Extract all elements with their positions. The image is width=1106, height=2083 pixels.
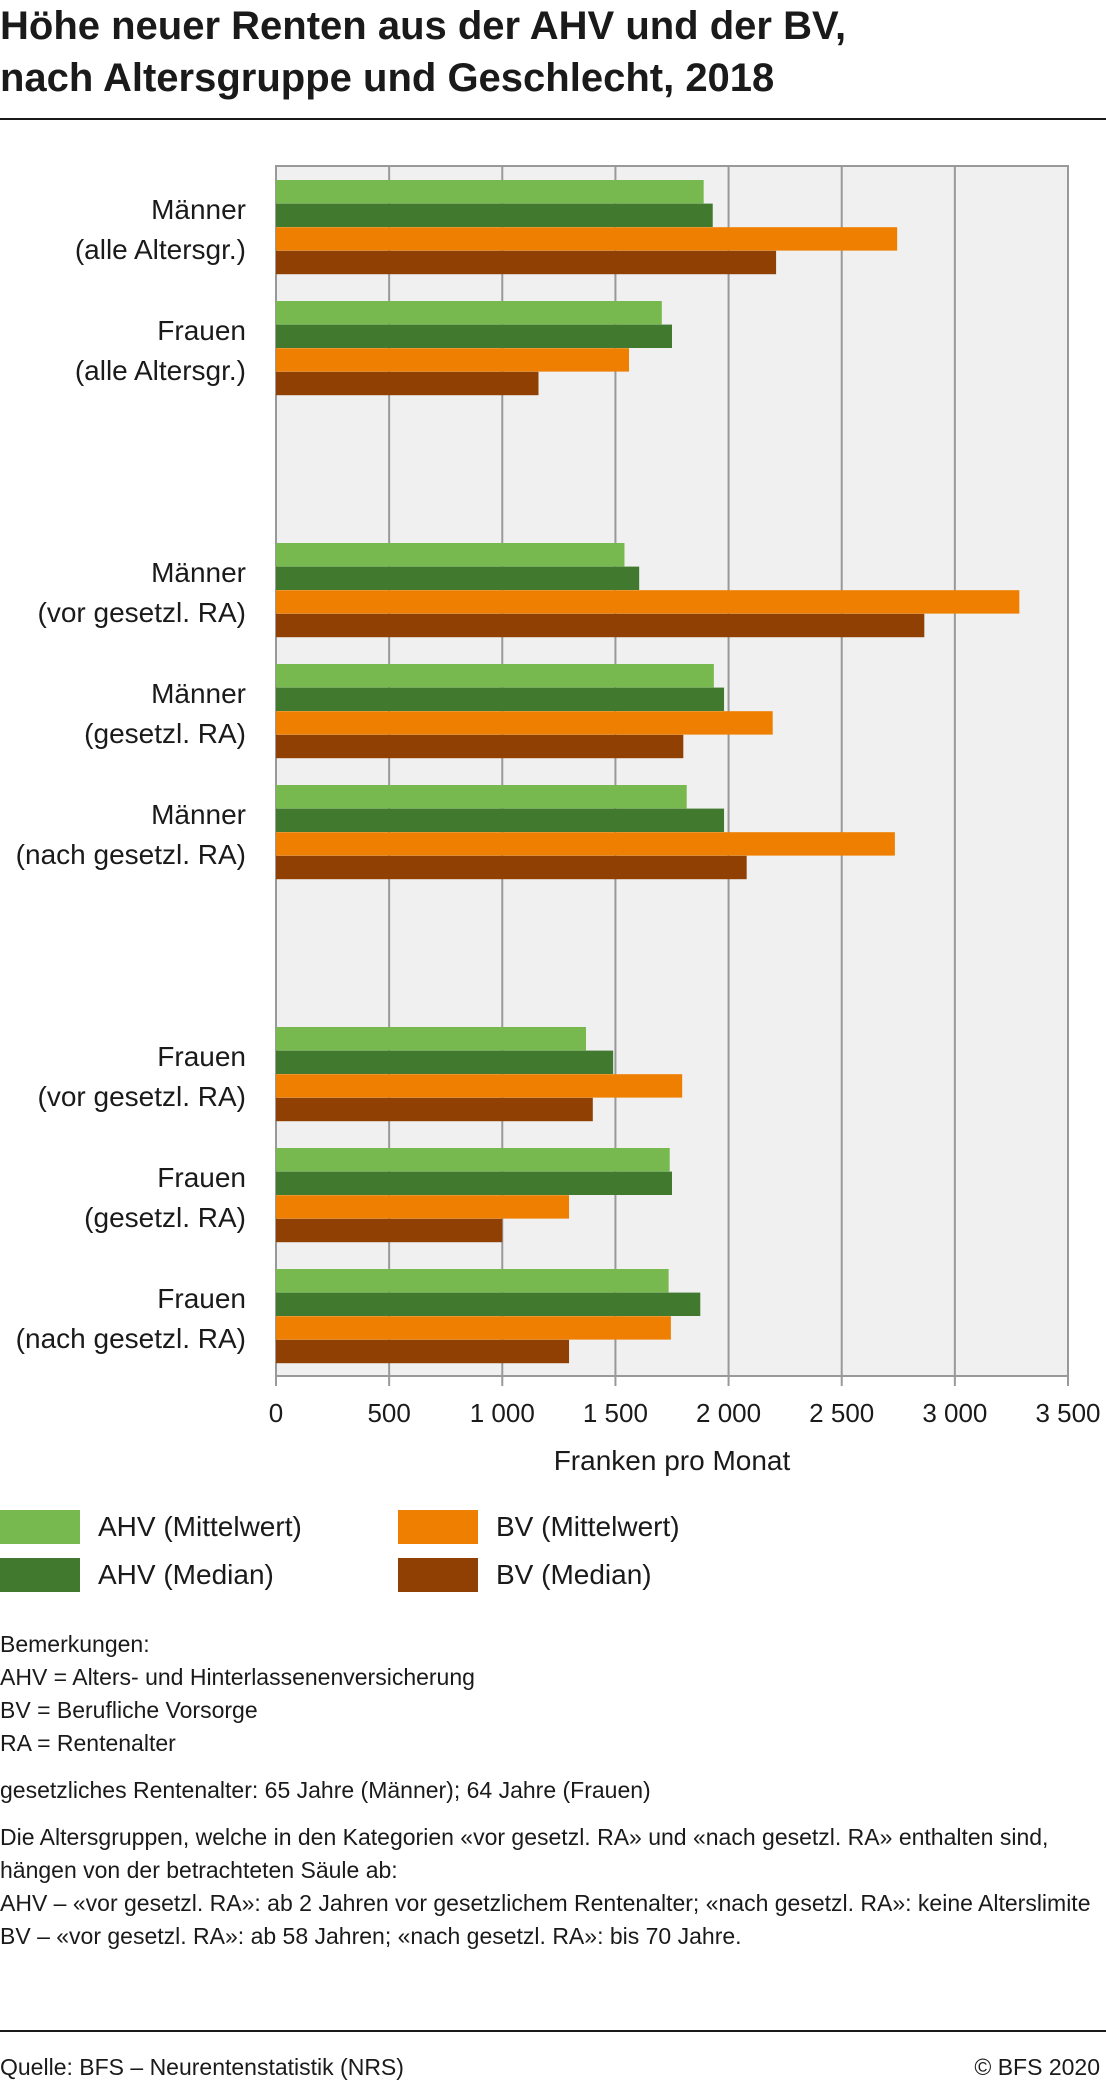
title-divider	[0, 118, 1106, 120]
x-tick-label: 2 000	[696, 1398, 761, 1428]
bar	[276, 664, 714, 688]
chart-title-line-1: Höhe neuer Renten aus der AHV und der BV…	[0, 4, 847, 48]
note-abbrev-bv: BV = Berufliche Vorsorge	[0, 1697, 258, 1723]
bar	[276, 590, 1020, 614]
bar-chart: 0 500 1 000 1 500 2 000 2 500 3 000 3 500 Franke…	[16, 165, 1101, 1476]
chart-title: Höhe neuer Renten aus der AHV und der BV…	[0, 0, 1106, 104]
category-label: (nach gesetzl. RA)	[16, 1323, 246, 1354]
note-abbrev-ra: RA = Rentenalter	[0, 1730, 176, 1756]
bar	[276, 1292, 701, 1316]
bar	[276, 1195, 570, 1219]
bar	[276, 1269, 669, 1293]
bar	[276, 687, 725, 711]
note-age-groups: Die Altersgruppen, welche in den Kategor…	[0, 1824, 1049, 1883]
category-label: Frauen	[157, 1041, 246, 1072]
bar	[276, 301, 662, 325]
category-label: Frauen	[157, 315, 246, 346]
plot-frame	[275, 165, 1069, 1377]
category-label: Männer	[151, 194, 246, 225]
x-axis-label: Franken pro Monat	[554, 1445, 791, 1476]
bar	[276, 613, 925, 638]
bar	[276, 1097, 593, 1122]
bar	[276, 832, 895, 856]
x-tick-label: 500	[367, 1398, 410, 1428]
bar	[276, 1218, 503, 1243]
category-label: (alle Altersgr.)	[75, 355, 246, 386]
bar	[276, 1339, 570, 1364]
bar	[276, 543, 625, 567]
footer-divider	[0, 2030, 1106, 2032]
footer-copyright: © BFS 2020	[974, 2054, 1100, 2080]
x-tick-label: 2 500	[809, 1398, 874, 1428]
bar	[276, 324, 672, 348]
legend-label-ahv-median: AHV (Median)	[98, 1559, 274, 1590]
x-tick-label: 3 500	[1035, 1398, 1100, 1428]
bar	[276, 1027, 587, 1051]
category-label: (vor gesetzl. RA)	[38, 1081, 247, 1112]
category-label: (vor gesetzl. RA)	[38, 597, 247, 628]
notes-heading: Bemerkungen:	[0, 1631, 150, 1657]
legend-swatch-ahv-median	[0, 1558, 80, 1592]
x-tick-label: 1 000	[470, 1398, 535, 1428]
bar	[276, 785, 687, 809]
bar	[276, 180, 704, 204]
note-ahv: AHV – «vor gesetzl. RA»: ab 2 Jahren vor…	[0, 1890, 1091, 1916]
category-label: (nach gesetzl. RA)	[16, 839, 246, 870]
notes: Bemerkungen: AHV = Alters- und Hinterlas…	[0, 1628, 1100, 1953]
category-label: Männer	[151, 557, 246, 588]
chart-title-line-2: nach Altersgruppe und Geschlecht, 2018	[0, 56, 775, 100]
bar	[276, 855, 747, 880]
bar	[276, 203, 713, 227]
bar	[276, 1316, 671, 1340]
category-label: Männer	[151, 799, 246, 830]
footer-source: Quelle: BFS – Neurentenstatistik (NRS)	[0, 2054, 404, 2080]
category-label: Männer	[151, 678, 246, 709]
bar	[276, 1148, 670, 1172]
note-abbrev-ahv: AHV = Alters- und Hinterlassenenversiche…	[0, 1664, 475, 1690]
legend-swatch-bv-mittelwert	[398, 1510, 478, 1544]
bar	[276, 711, 773, 735]
bar	[276, 566, 640, 590]
bar	[276, 1074, 683, 1098]
x-tick-label: 1 500	[583, 1398, 648, 1428]
bar	[276, 1171, 672, 1195]
x-tick-label: 3 000	[922, 1398, 987, 1428]
note-bv: BV – «vor gesetzl. RA»: ab 58 Jahren; «n…	[0, 1923, 742, 1949]
bar	[276, 227, 898, 251]
x-tick-label: 0	[269, 1398, 283, 1428]
category-label: (gesetzl. RA)	[84, 718, 246, 749]
bar	[276, 1050, 614, 1074]
category-label: (alle Altersgr.)	[75, 234, 246, 265]
note-retirement-age: gesetzliches Rentenalter: 65 Jahre (Männ…	[0, 1777, 651, 1803]
bar	[276, 250, 777, 275]
legend-label-bv-median: BV (Median)	[496, 1559, 652, 1590]
legend-label-bv-mittelwert: BV (Mittelwert)	[496, 1511, 680, 1542]
bar	[276, 734, 684, 759]
category-label: Frauen	[157, 1162, 246, 1193]
legend-label-ahv-mittelwert: AHV (Mittelwert)	[98, 1511, 302, 1542]
legend-swatch-bv-median	[398, 1558, 478, 1592]
bar	[276, 808, 725, 832]
category-label: Frauen	[157, 1283, 246, 1314]
category-label: (gesetzl. RA)	[84, 1202, 246, 1233]
legend-swatch-ahv-mittelwert	[0, 1510, 80, 1544]
bar	[276, 371, 539, 396]
bar	[276, 348, 630, 372]
